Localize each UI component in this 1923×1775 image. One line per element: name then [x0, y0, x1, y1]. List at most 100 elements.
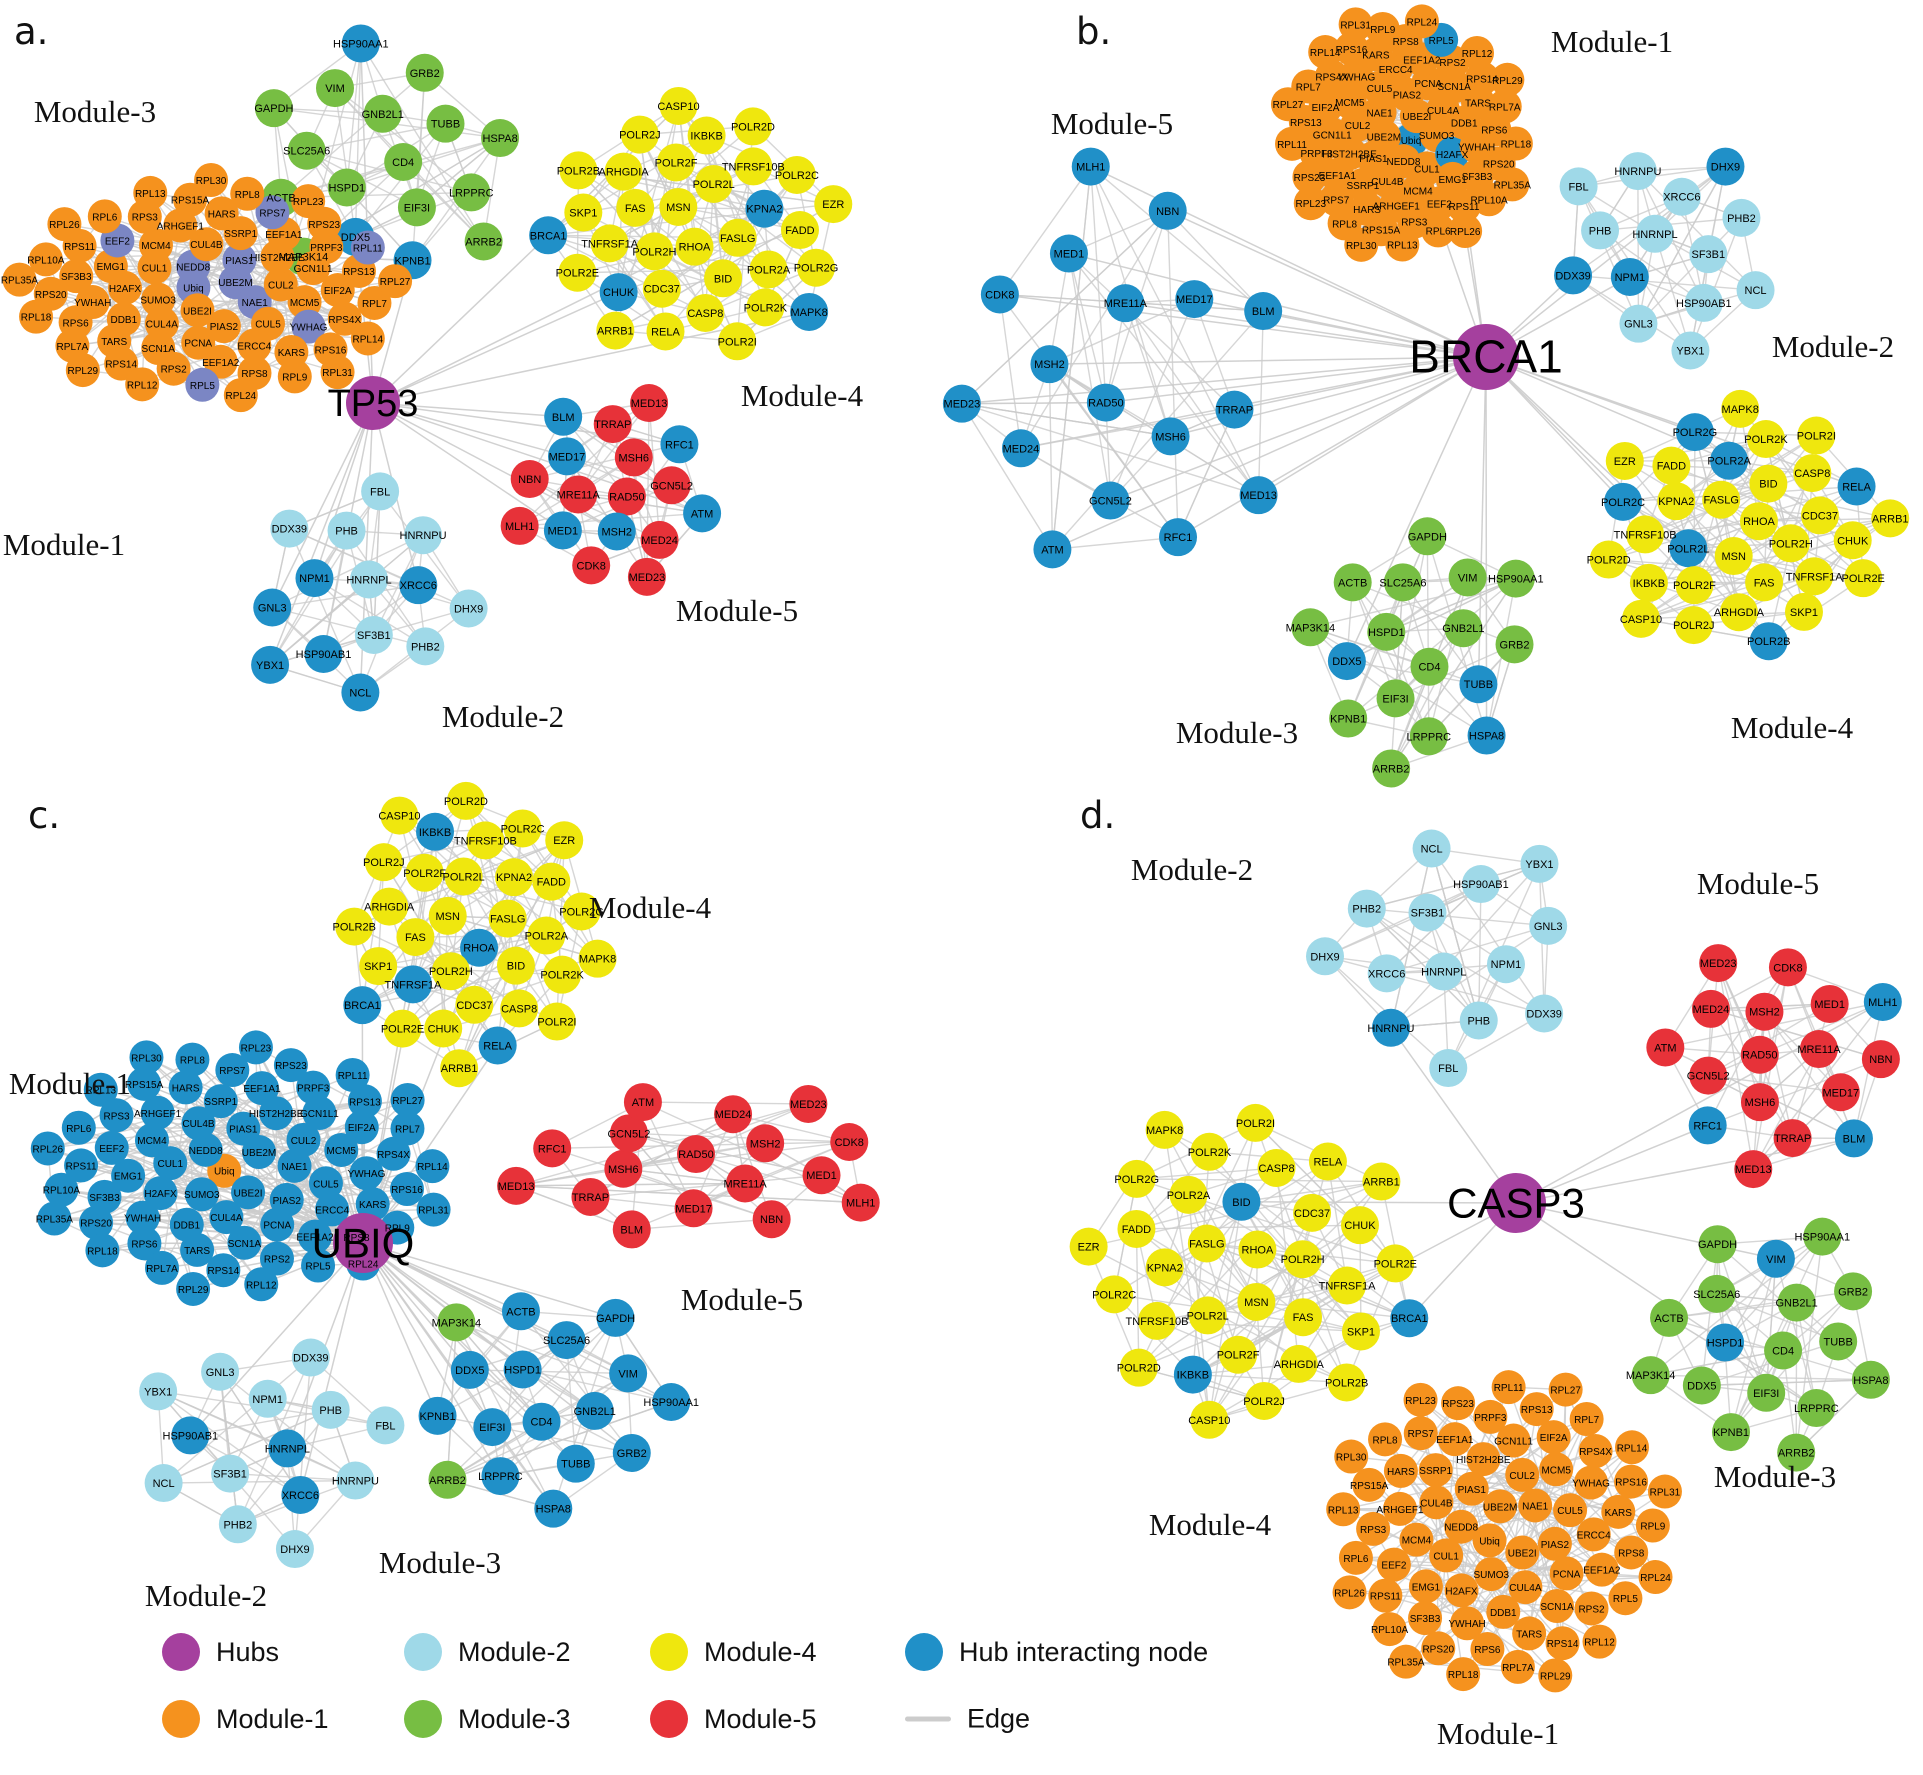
node-EMG1 [93, 249, 128, 284]
node-label-PIAS1: PIAS1 [1359, 154, 1388, 165]
node-label-RPL5: RPL5 [1613, 1594, 1638, 1605]
module-label-module-3: Module-3 [378, 1545, 502, 1580]
node-label-POLR2I: POLR2I [1236, 1118, 1275, 1130]
node-POLR2D [1119, 1348, 1158, 1387]
node-label-FADD: FADD [1657, 461, 1686, 473]
node-label-RELA: RELA [483, 1040, 512, 1052]
node-label-POLR2L: POLR2L [1187, 1310, 1229, 1322]
node-label-RPS8: RPS8 [1618, 1548, 1645, 1559]
node-label-RELA: RELA [651, 326, 680, 338]
node-RPS7 [255, 195, 290, 230]
node-SF3B1 [1689, 235, 1728, 274]
node-label-POLR2D: POLR2D [1587, 555, 1631, 567]
node-label-ARRB1: ARRB1 [441, 1063, 478, 1075]
node-H2AFX [143, 1176, 178, 1211]
node-label-RPL31: RPL31 [1650, 1488, 1681, 1499]
node-label-PIAS2: PIAS2 [1393, 91, 1422, 102]
node-label-LRPPRC: LRPPRC [1407, 731, 1452, 743]
node-POLR2L [694, 164, 733, 203]
node-label-MED13: MED13 [1735, 1164, 1772, 1176]
node-RPL35A [1495, 167, 1530, 202]
node-RPL7 [357, 285, 392, 320]
node-MED23 [1699, 944, 1738, 983]
node-label-SF3B3: SF3B3 [1462, 172, 1493, 183]
node-RPL12 [244, 1267, 279, 1302]
node-label-XRCC6: XRCC6 [400, 580, 437, 592]
node-label-NPM1: NPM1 [1615, 272, 1646, 284]
node-label-TARS: TARS [184, 1246, 210, 1257]
node-label-ARHGEF1: ARHGEF1 [1373, 201, 1421, 212]
node-MLH1 [500, 506, 539, 545]
node-label-GAPDH: GAPDH [596, 1313, 635, 1325]
node-label-RPS3: RPS3 [103, 1111, 130, 1122]
node-RPL13 [133, 175, 168, 210]
node-CHUK [1340, 1206, 1379, 1245]
node-label-GRB2: GRB2 [1838, 1286, 1868, 1298]
node-CASP10 [1622, 599, 1661, 638]
node-label-GRB2: GRB2 [410, 68, 440, 80]
node-PHB [311, 1390, 350, 1429]
node-HARS [168, 1070, 203, 1105]
module-label-module-4: Module-4 [740, 378, 864, 413]
node-label-POLR2J: POLR2J [363, 857, 405, 869]
node-label-MCM4: MCM4 [141, 241, 171, 252]
node-label-SCN1A: SCN1A [1437, 82, 1471, 93]
node-label-RPL11: RPL11 [1494, 1383, 1524, 1394]
node-label-ACTB: ACTB [506, 1306, 535, 1318]
hub-label-UBIQ: UBIQ [312, 1219, 415, 1266]
node-label-RPS23: RPS23 [1294, 173, 1326, 184]
node-label-HSP90AB1: HSP90AB1 [296, 649, 352, 661]
node-CUL5 [1553, 1493, 1588, 1528]
node-label-SUMO3: SUMO3 [140, 296, 176, 307]
node-RELA [1837, 467, 1876, 506]
node-GNL3 [253, 588, 292, 627]
node-KPNB1 [1712, 1413, 1751, 1452]
node-POLR2B [335, 907, 374, 946]
node-label-RPL8: RPL8 [180, 1056, 205, 1067]
node-label-RPL7A: RPL7A [1502, 1663, 1534, 1674]
node-label-HNRNPU: HNRNPU [400, 530, 447, 542]
node-label-POLR2B: POLR2B [1747, 636, 1790, 648]
node-label-FASLG: FASLG [1189, 1239, 1224, 1251]
node-label-SSRP1: SSRP1 [1346, 181, 1379, 192]
node-label-RPL6: RPL6 [1426, 226, 1451, 237]
node-MAP3K14 [437, 1303, 476, 1342]
node-RPL23 [238, 1030, 273, 1065]
node-label-MED24: MED24 [715, 1109, 752, 1121]
node-IKBKB [416, 812, 455, 851]
node-SCN1A [1437, 69, 1472, 104]
node-XRCC6 [1367, 954, 1406, 993]
node-POLR2E [383, 1009, 422, 1048]
node-label-GRB2: GRB2 [617, 1448, 647, 1460]
node-EEF1A1 [244, 1071, 279, 1106]
node-label-RPL10A: RPL10A [1371, 1625, 1409, 1636]
node-label-SLC25A6: SLC25A6 [283, 146, 330, 158]
node-label-UBE2I: UBE2I [1402, 112, 1431, 123]
node-label-MSH6: MSH6 [608, 1164, 639, 1176]
node-MSH2 [746, 1124, 785, 1163]
node-NEDD8 [1444, 1509, 1479, 1544]
node-label-POLR2F: POLR2F [1217, 1350, 1260, 1362]
node-POLR2C [777, 155, 816, 194]
node-EEF1A1 [1437, 1422, 1472, 1457]
node-label-MSH6: MSH6 [1155, 431, 1186, 443]
node-label-RPS16: RPS16 [391, 1185, 423, 1196]
node-label-CUL4B: CUL4B [1371, 177, 1404, 188]
node-DDX5 [450, 1350, 489, 1389]
node-PHB [1581, 211, 1620, 250]
node-label-MED17: MED17 [1176, 294, 1213, 306]
node-ACTB [501, 1292, 540, 1331]
node-HSPD1 [1367, 612, 1406, 651]
node-BID [704, 259, 743, 298]
node-POLR2D [733, 107, 772, 146]
node-RPL26 [47, 207, 82, 242]
node-EMG1 [1408, 1569, 1443, 1604]
node-label-MSN: MSN [666, 202, 691, 214]
node-label-POLR2G: POLR2G [1673, 427, 1718, 439]
node-GRB2 [1834, 1272, 1873, 1311]
node-IKBKB [687, 116, 726, 155]
module-label-module-4: Module-4 [1148, 1507, 1272, 1542]
node-POLR2K [1190, 1132, 1229, 1171]
node-RPL12 [1582, 1624, 1617, 1659]
node-GNB2L1 [575, 1391, 614, 1430]
